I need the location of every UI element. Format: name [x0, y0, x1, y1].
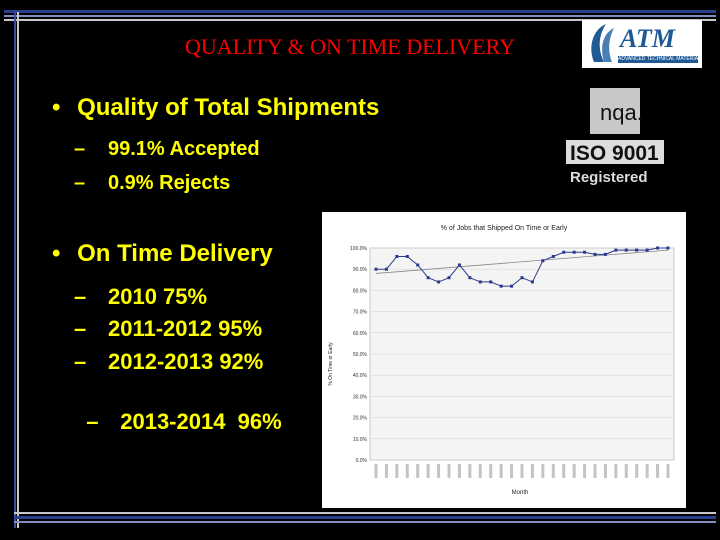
chart-x-tick-mark [437, 464, 441, 478]
chart-y-tick-label: 10.0% [353, 437, 368, 443]
bullet-quality: • Quality of Total Shipments [52, 94, 379, 122]
chart-x-tick-mark [478, 464, 482, 478]
chart-point [572, 250, 576, 254]
chart-x-tick-mark [405, 464, 409, 478]
chart-y-tick-label: 50.0% [353, 352, 368, 358]
bullet-marker: • [52, 94, 61, 121]
chart-point [614, 248, 618, 252]
chart-x-tick-mark [593, 464, 597, 478]
chart-x-tick-mark [541, 464, 545, 478]
chart-y-tick-label: 90.0% [353, 267, 368, 273]
chart-point [593, 252, 597, 256]
left-border [14, 12, 20, 528]
chart-x-tick-mark [457, 464, 461, 478]
sub-item: –2011-2012 95% [74, 316, 263, 341]
chart-x-tick-mark [624, 464, 628, 478]
chart-x-tick-mark [489, 464, 493, 478]
logo-name: ATM [620, 24, 675, 53]
iso-bottom-text: Registered [570, 169, 648, 186]
chart-point [478, 280, 482, 284]
bullet-quality-text: Quality of Total Shipments [77, 94, 380, 121]
chart-x-tick-mark [583, 464, 587, 478]
bullet-delivery-text: On Time Delivery [77, 240, 273, 267]
chart-y-tick-label: 0.0% [356, 458, 368, 464]
bullet-marker: • [52, 240, 61, 267]
chart-y-tick-label: 30.0% [353, 394, 368, 400]
chart-point [541, 259, 545, 263]
bullet-delivery: • On Time Delivery [52, 240, 273, 268]
chart-point [405, 254, 409, 258]
chart-x-tick-mark [395, 464, 399, 478]
chart-point [603, 252, 607, 256]
top-border [4, 10, 716, 24]
chart-x-tick-mark [614, 464, 618, 478]
chart-point [635, 248, 639, 252]
chart-x-tick-mark [551, 464, 555, 478]
chart-y-tick-label: 20.0% [353, 416, 368, 422]
chart-x-tick-mark [510, 464, 514, 478]
chart-trendline [375, 249, 669, 274]
chart-x-tick-mark [645, 464, 649, 478]
chart-x-tick-mark [530, 464, 534, 478]
chart-point [666, 246, 670, 250]
chart-point [374, 267, 378, 271]
iso-9001-badge: nqa. ISO 9001 Registered [562, 84, 668, 188]
chart-point [447, 276, 451, 280]
chart-point [437, 280, 441, 284]
slide-title: QUALITY & ON TIME DELIVERY [185, 34, 515, 59]
sub-item: –2010 75% [74, 284, 208, 309]
chart-point [656, 246, 660, 250]
sub-item: –2013-2014 96% [86, 409, 282, 434]
chart-point [583, 250, 587, 254]
chart-x-tick-mark [416, 464, 420, 478]
chart-point [520, 276, 524, 280]
chart-y-tick-label: 40.0% [353, 373, 368, 379]
chart-point [384, 267, 388, 271]
chart-y-tick-label: 60.0% [353, 331, 368, 337]
chart-x-tick-mark [572, 464, 576, 478]
chart-point [510, 284, 514, 288]
on-time-chart: % of Jobs that Shipped On Time or Early … [322, 212, 686, 508]
chart-x-tick-mark [374, 464, 378, 478]
chart-point [645, 248, 649, 252]
atm-logo: ATM ADVANCED TECHNICAL MATERIALS INC. [582, 20, 702, 68]
chart-x-axis-label: Month [512, 490, 529, 496]
chart-point [395, 254, 399, 258]
chart-x-tick-mark [520, 464, 524, 478]
chart-point [530, 280, 534, 284]
chart-y-tick-label: 80.0% [353, 288, 368, 294]
chart-svg: % of Jobs that Shipped On Time or Early … [328, 225, 675, 496]
chart-x-tick-mark [656, 464, 660, 478]
sub-item: –2012-2013 92% [74, 349, 264, 374]
chart-point [489, 280, 493, 284]
sub-item: –99.1% Accepted [74, 138, 260, 160]
chart-x-tick-mark [635, 464, 639, 478]
chart-x-tick-mark [666, 464, 670, 478]
logo-tagline: ADVANCED TECHNICAL MATERIALS INC. [618, 56, 698, 63]
chart-title: % of Jobs that Shipped On Time or Early [441, 225, 568, 232]
iso-top-text: nqa. [600, 100, 643, 125]
iso-middle-text: ISO 9001 [570, 142, 659, 165]
chart-point [551, 254, 555, 258]
sub-item: –0.9% Rejects [74, 172, 231, 194]
bottom-border [14, 512, 716, 526]
chart-y-tick-label: 100.0% [350, 246, 368, 252]
chart-point [416, 263, 420, 267]
chart-x-tick-mark [447, 464, 451, 478]
chart-x-tick-mark [468, 464, 472, 478]
chart-x-tick-mark [499, 464, 503, 478]
chart-x-tick-mark [562, 464, 566, 478]
chart-x-tick-mark [603, 464, 607, 478]
chart-x-tick-mark [384, 464, 388, 478]
chart-point [468, 276, 472, 280]
chart-point [426, 276, 430, 280]
chart-point [457, 263, 461, 267]
chart-y-axis-label: % On Time or Early [328, 342, 334, 386]
chart-point [624, 248, 628, 252]
chart-point [499, 284, 503, 288]
chart-point [562, 250, 566, 254]
chart-x-tick-mark [426, 464, 430, 478]
chart-y-tick-label: 70.0% [353, 310, 368, 316]
